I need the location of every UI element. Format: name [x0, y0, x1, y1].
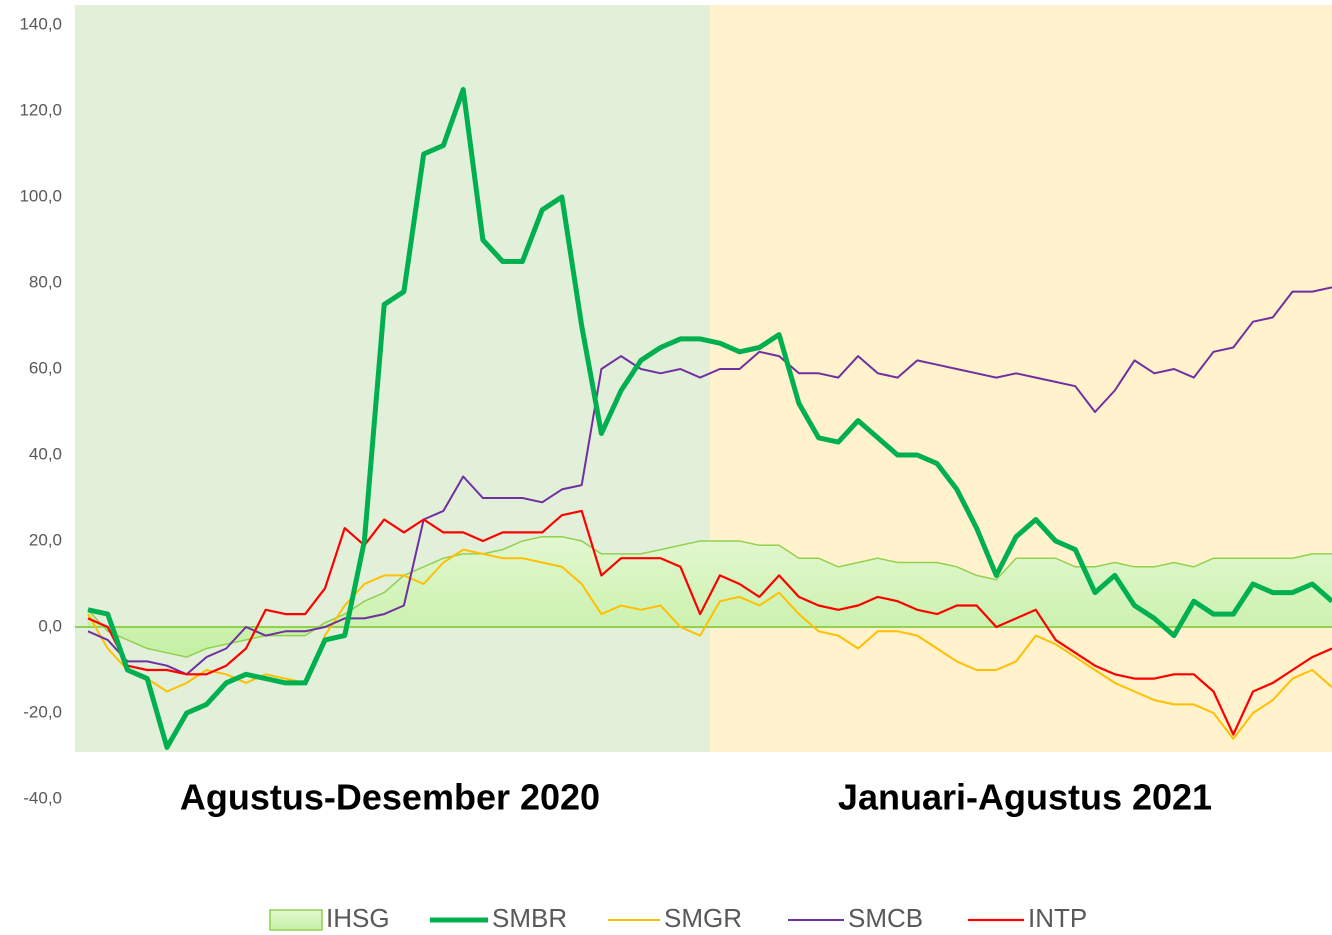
period-band	[710, 5, 1332, 752]
y-tick-label: 140,0	[19, 14, 62, 33]
y-tick-label: -40,0	[23, 788, 62, 807]
y-tick-label: 100,0	[19, 186, 62, 205]
legend-swatch	[269, 909, 323, 931]
line	[87, 509, 1332, 736]
line	[87, 87, 1332, 750]
area-line	[87, 535, 1332, 658]
y-tick-label: 0,0	[38, 616, 62, 635]
legend-label: SMGR	[664, 903, 742, 933]
annotation: Januari-Agustus 2021	[838, 777, 1212, 818]
legend-label: SMBR	[492, 903, 567, 933]
y-tick-label: -20,0	[23, 702, 62, 721]
annotation: Agustus-Desember 2020	[180, 777, 600, 818]
y-tick-label: 40,0	[29, 444, 62, 463]
legend-label: SMCB	[848, 903, 923, 933]
legend-label: IHSG	[326, 903, 390, 933]
y-tick-label: 120,0	[19, 100, 62, 119]
legend-label: INTP	[1028, 903, 1087, 933]
y-tick-label: 20,0	[29, 530, 62, 549]
y-tick-label: 60,0	[29, 358, 62, 377]
line	[87, 286, 1332, 676]
y-tick-label: 80,0	[29, 272, 62, 291]
